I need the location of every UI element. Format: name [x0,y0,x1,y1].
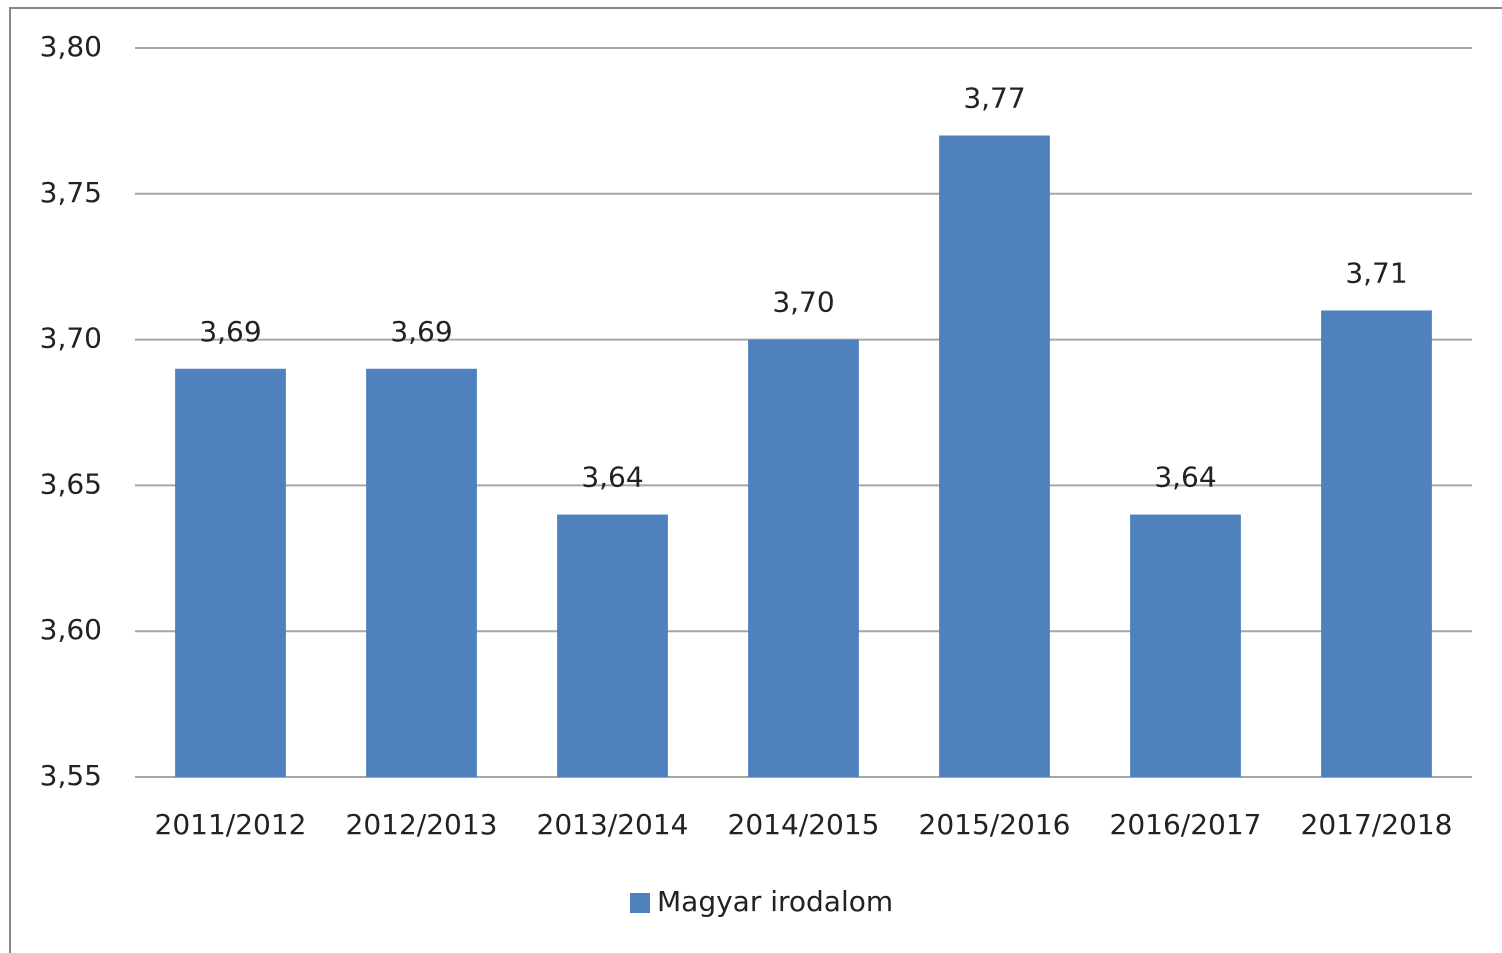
data-label: 3,64 [1154,461,1216,494]
x-tick-label: 2011/2012 [155,808,307,841]
y-tick-label: 3,70 [40,322,102,355]
data-label: 3,64 [581,461,643,494]
x-tick-label: 2013/2014 [537,808,689,841]
bar [1321,310,1432,777]
data-label: 3,77 [963,81,1025,114]
legend-swatch [630,893,650,913]
x-tick-label: 2012/2013 [346,808,498,841]
x-tick-label: 2017/2018 [1301,808,1453,841]
data-label: 3,69 [390,315,452,348]
bar [366,368,477,777]
y-tick-label: 3,55 [40,759,102,792]
x-tick-label: 2016/2017 [1110,808,1262,841]
bar [939,135,1050,778]
y-tick-label: 3,80 [40,30,102,63]
y-tick-label: 3,75 [40,176,102,209]
legend-label: Magyar irodalom [657,885,893,918]
y-tick-label: 3,65 [40,467,102,500]
bar [557,514,668,777]
x-tick-label: 2015/2016 [919,808,1071,841]
bar [748,339,859,777]
bar [175,368,286,777]
data-label: 3,71 [1345,256,1407,289]
bar [1130,514,1241,777]
y-tick-label: 3,60 [40,613,102,646]
x-tick-label: 2014/2015 [728,808,880,841]
data-label: 3,69 [199,315,261,348]
data-label: 3,70 [772,286,834,319]
